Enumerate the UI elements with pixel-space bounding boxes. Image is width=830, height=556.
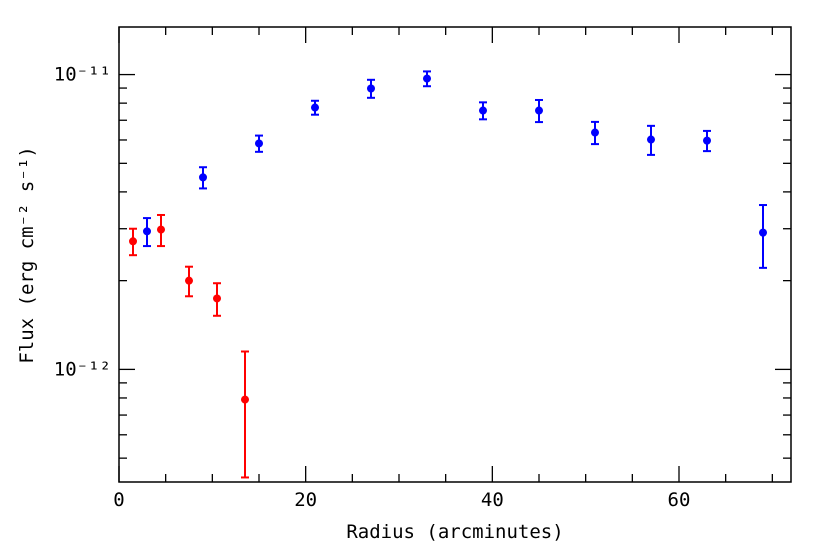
x-tick-label: 40 [481,489,504,511]
x-tick-label: 0 [113,489,124,511]
point [213,294,221,303]
point [591,128,599,137]
point [129,237,137,246]
point [759,228,767,237]
point [255,139,263,148]
point [423,74,431,83]
point [703,136,711,145]
error-bar [241,350,249,479]
point [367,84,375,93]
point [535,106,543,115]
point [199,173,207,182]
point [479,106,487,115]
x-tick-label: 20 [294,489,317,511]
y-axis-label: Flux (erg cm⁻² s⁻¹) [16,146,38,363]
y-tick-label: 10⁻¹² [54,358,111,380]
point [647,135,655,144]
plot-frame [118,26,792,483]
point [143,227,151,236]
y-tick-label: 10⁻¹¹ [54,64,111,86]
x-axis-label: Radius (arcminutes) [346,521,563,543]
x-tick-label: 60 [668,489,691,511]
point [311,103,319,112]
point [157,225,165,234]
point [241,395,249,404]
point [185,276,193,285]
